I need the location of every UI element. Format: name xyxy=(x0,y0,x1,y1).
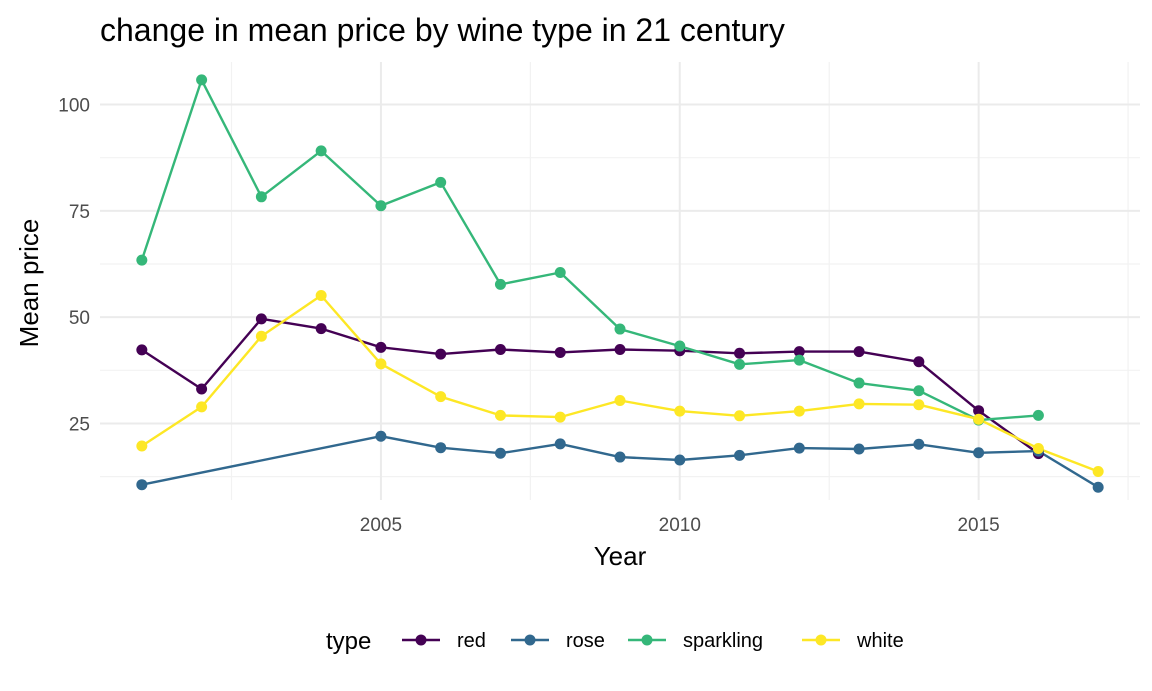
data-point-red xyxy=(435,348,447,360)
data-point-rose xyxy=(494,447,506,459)
data-point-rose xyxy=(375,430,387,442)
data-point-red xyxy=(136,344,148,356)
data-point-sparkling xyxy=(674,340,686,352)
legend-key-point-red xyxy=(415,634,427,646)
y-tick-label: 75 xyxy=(69,202,90,223)
data-point-sparkling xyxy=(196,74,208,86)
data-point-sparkling xyxy=(793,354,805,366)
minor-gridlines xyxy=(100,62,1140,500)
data-point-sparkling xyxy=(255,191,267,203)
data-point-red xyxy=(494,343,506,355)
legend-label-red: red xyxy=(457,630,486,652)
data-point-sparkling xyxy=(853,377,865,389)
data-point-rose xyxy=(136,479,148,491)
data-point-rose xyxy=(435,442,447,454)
data-point-red xyxy=(853,346,865,358)
data-point-sparkling xyxy=(1032,409,1044,421)
data-point-sparkling xyxy=(614,323,626,335)
data-point-rose xyxy=(1092,481,1104,493)
data-point-white xyxy=(793,405,805,417)
data-point-white xyxy=(375,358,387,370)
series-lines xyxy=(140,78,1100,489)
data-point-rose xyxy=(913,438,925,450)
data-point-red xyxy=(375,341,387,353)
legend-key-point-rose xyxy=(524,634,536,646)
x-tick-label: 2005 xyxy=(360,515,402,536)
x-tick-label: 2010 xyxy=(659,515,701,536)
x-axis-tick-labels: 2005 2010 2015 xyxy=(360,515,1000,536)
data-point-white xyxy=(315,289,327,301)
data-point-sparkling xyxy=(734,358,746,370)
data-point-white xyxy=(674,405,686,417)
data-point-rose xyxy=(674,454,686,466)
legend-label-rose: rose xyxy=(566,630,605,652)
legend-items: red rose sparkling white xyxy=(402,630,904,652)
y-tick-label: 100 xyxy=(58,96,90,117)
legend: type red rose sparkling white xyxy=(326,628,904,655)
data-point-white xyxy=(1092,466,1104,478)
data-point-sparkling xyxy=(913,385,925,397)
major-gridlines xyxy=(100,62,1140,500)
data-point-sparkling xyxy=(435,176,447,188)
data-point-red xyxy=(614,343,626,355)
data-point-white xyxy=(913,399,925,411)
data-point-rose xyxy=(853,443,865,455)
y-tick-label: 50 xyxy=(69,308,90,329)
data-point-rose xyxy=(793,442,805,454)
x-axis-title: Year xyxy=(594,541,647,571)
data-point-sparkling xyxy=(136,254,148,266)
data-point-white xyxy=(853,398,865,410)
legend-label-white: white xyxy=(856,630,904,652)
data-point-rose xyxy=(614,451,626,463)
data-point-white xyxy=(973,413,985,425)
data-point-red xyxy=(913,356,925,368)
x-tick-label: 2015 xyxy=(957,515,999,536)
legend-label-sparkling: sparkling xyxy=(683,630,763,652)
data-point-red xyxy=(554,346,566,358)
data-point-rose xyxy=(554,438,566,450)
data-point-white xyxy=(614,394,626,406)
series-line-red xyxy=(140,317,1040,455)
data-point-rose xyxy=(973,447,985,459)
data-point-white xyxy=(196,401,208,413)
series-line-rose xyxy=(140,435,1100,489)
data-point-sparkling xyxy=(375,200,387,212)
data-point-rose xyxy=(734,449,746,461)
legend-key-point-white xyxy=(815,634,827,646)
data-point-sparkling xyxy=(494,278,506,290)
y-axis-tick-labels: 25 50 75 100 xyxy=(58,96,90,436)
legend-key-point-sparkling xyxy=(641,634,653,646)
chart-title: change in mean price by wine type in 21 … xyxy=(100,12,785,48)
legend-title: type xyxy=(326,628,371,655)
data-point-white xyxy=(494,409,506,421)
data-point-white xyxy=(1032,443,1044,455)
data-point-red xyxy=(793,346,805,358)
data-point-red xyxy=(255,313,267,325)
y-tick-label: 25 xyxy=(69,414,90,435)
data-point-white xyxy=(136,440,148,452)
plot-panel xyxy=(100,62,1140,500)
data-point-white xyxy=(435,391,447,403)
data-point-sparkling xyxy=(554,266,566,278)
data-point-sparkling xyxy=(315,145,327,157)
data-point-white xyxy=(255,330,267,342)
data-point-red xyxy=(315,323,327,335)
series-points xyxy=(136,74,1104,493)
data-point-red xyxy=(734,347,746,359)
y-axis-title: Mean price xyxy=(14,219,44,348)
data-point-white xyxy=(734,410,746,422)
data-point-red xyxy=(196,383,208,395)
data-point-white xyxy=(554,411,566,423)
series-line-sparkling xyxy=(140,78,1040,422)
data-point-red xyxy=(973,405,985,417)
